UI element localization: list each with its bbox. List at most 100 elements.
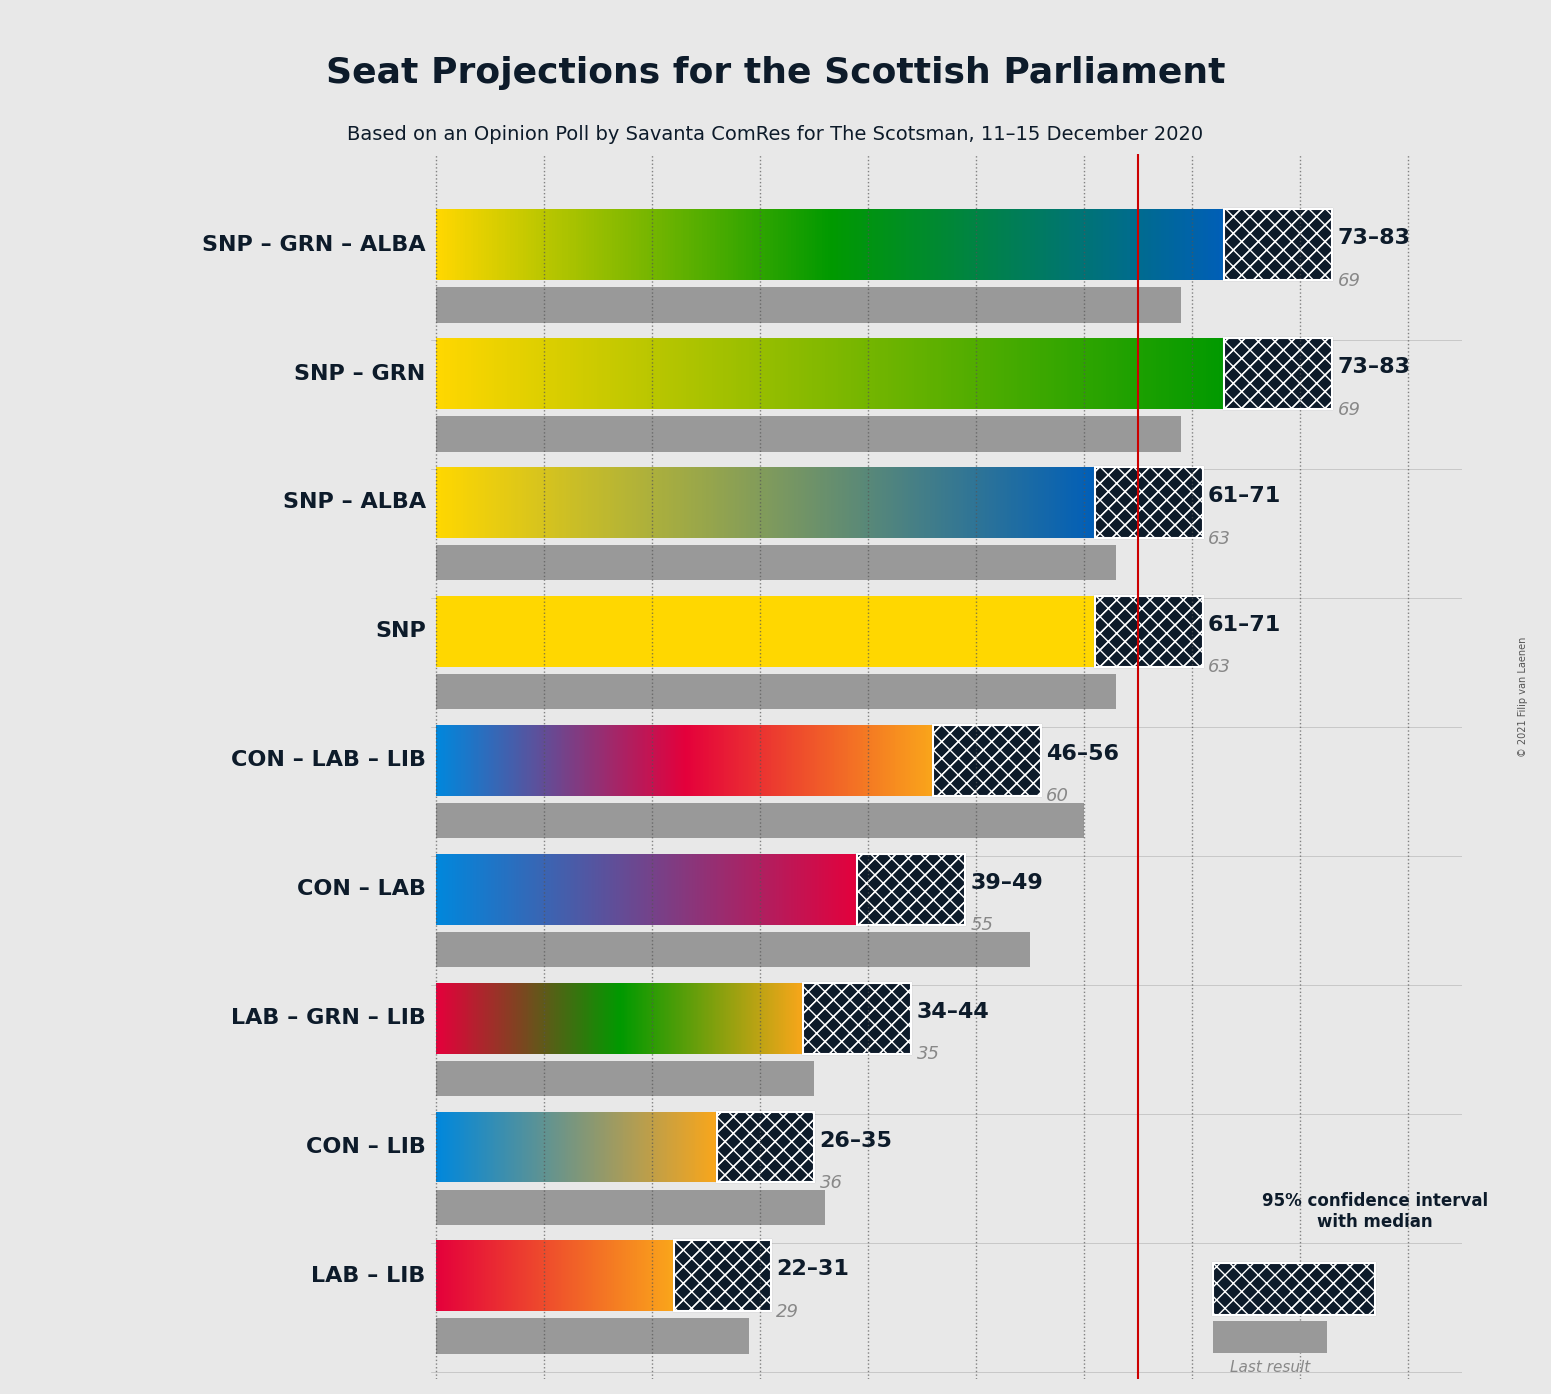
Bar <box>1095 595 1202 666</box>
Bar <box>520 725 521 796</box>
Bar <box>920 209 923 280</box>
Bar <box>444 467 445 538</box>
Bar <box>972 339 976 408</box>
Bar <box>802 725 803 796</box>
Bar <box>717 1111 814 1182</box>
Bar <box>994 467 996 538</box>
Bar <box>571 467 572 538</box>
Bar <box>453 209 454 280</box>
Bar <box>704 467 706 538</box>
Bar <box>658 725 659 796</box>
Bar <box>903 725 904 796</box>
Bar <box>788 467 789 538</box>
Bar <box>727 339 731 408</box>
Bar <box>889 725 890 796</box>
Bar <box>1053 209 1056 280</box>
Bar <box>689 339 692 408</box>
Bar <box>451 467 454 538</box>
Bar <box>560 209 563 280</box>
Bar <box>580 725 582 796</box>
Bar <box>768 467 769 538</box>
Bar <box>807 725 808 796</box>
Bar <box>1114 209 1117 280</box>
Bar <box>803 467 805 538</box>
Bar <box>1079 209 1083 280</box>
Bar <box>813 725 814 796</box>
Bar <box>931 467 932 538</box>
Bar <box>530 209 534 280</box>
Bar <box>803 983 912 1054</box>
Bar <box>851 209 855 280</box>
Bar <box>628 339 631 408</box>
Bar <box>487 467 489 538</box>
Bar <box>858 725 861 796</box>
Bar <box>892 725 893 796</box>
Bar <box>476 339 479 408</box>
Bar <box>834 725 838 796</box>
Bar <box>856 467 858 538</box>
Bar <box>641 339 644 408</box>
Bar <box>718 339 720 408</box>
Bar <box>641 209 644 280</box>
Bar <box>594 725 596 796</box>
Bar <box>495 339 496 408</box>
Bar <box>1205 209 1208 280</box>
Bar <box>653 725 655 796</box>
Bar <box>732 467 735 538</box>
Bar <box>571 209 572 280</box>
Bar <box>1031 467 1033 538</box>
Bar <box>616 209 617 280</box>
Bar <box>544 467 546 538</box>
Text: 63: 63 <box>1208 530 1231 548</box>
Bar <box>797 725 799 796</box>
Bar <box>1033 209 1035 280</box>
Bar <box>856 725 858 796</box>
Bar <box>904 725 906 796</box>
Bar <box>746 725 748 796</box>
Bar <box>447 339 450 408</box>
Bar <box>1052 209 1053 280</box>
Bar <box>478 467 481 538</box>
Bar <box>883 467 884 538</box>
Bar <box>878 339 881 408</box>
Bar <box>583 209 586 280</box>
Bar <box>1014 209 1017 280</box>
Bar <box>492 725 493 796</box>
Bar <box>870 725 872 796</box>
Bar <box>605 467 608 538</box>
Bar <box>796 725 797 796</box>
Bar <box>476 467 478 538</box>
Bar <box>627 467 630 538</box>
Bar <box>851 339 855 408</box>
Bar <box>684 725 687 796</box>
Text: 69: 69 <box>1337 272 1360 290</box>
Bar <box>537 209 538 280</box>
Bar <box>717 1111 814 1182</box>
Bar <box>969 209 972 280</box>
Bar <box>499 209 503 280</box>
Bar <box>791 339 794 408</box>
Bar <box>890 339 893 408</box>
Bar <box>752 467 755 538</box>
Bar <box>440 725 442 796</box>
Bar <box>537 339 538 408</box>
Bar <box>923 209 924 280</box>
Bar <box>1213 1263 1376 1315</box>
Bar <box>616 467 619 538</box>
Bar <box>693 339 696 408</box>
Bar <box>881 339 883 408</box>
Bar <box>583 339 586 408</box>
Bar <box>731 725 732 796</box>
Bar <box>670 725 672 796</box>
Bar <box>554 725 555 796</box>
Bar <box>931 725 934 796</box>
Bar <box>541 467 544 538</box>
Bar <box>642 467 645 538</box>
Text: 46–56: 46–56 <box>1045 744 1120 764</box>
Bar <box>696 339 700 408</box>
Bar <box>1143 339 1146 408</box>
Bar <box>803 725 805 796</box>
Bar <box>700 467 703 538</box>
Bar <box>597 209 599 280</box>
Bar <box>445 467 448 538</box>
